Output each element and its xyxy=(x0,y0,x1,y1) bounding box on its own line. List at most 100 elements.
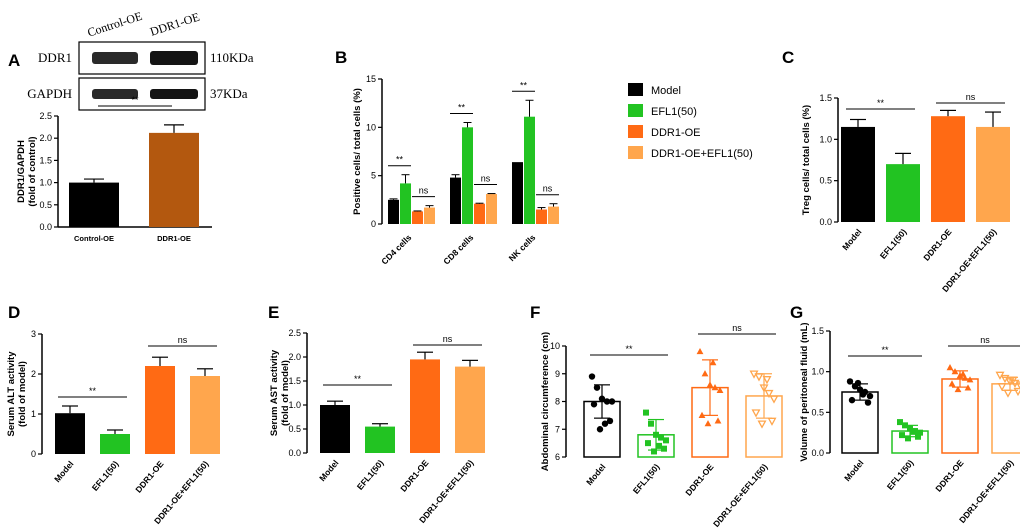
panel-A-ytick-label: 1.5 xyxy=(39,155,52,165)
point-F-Model xyxy=(601,420,609,427)
legend-swatch xyxy=(628,146,643,159)
panel-F-ylabel: Abdominal circumference (cm) xyxy=(540,332,551,471)
bar-D-EFL1(50) xyxy=(100,434,130,454)
bar-D-Model xyxy=(55,413,85,454)
xtick-label-G: DDR1-OE+EFL1(50) xyxy=(957,458,1016,525)
panel-A-ylabel: (fold of control) xyxy=(27,136,38,206)
bar-B-DDR1-OE+EFL1(50)-NK cells xyxy=(548,206,559,224)
point-F-Model xyxy=(593,384,601,391)
point-G-DDR1-OE+EFL1(50) xyxy=(1008,376,1018,385)
panel-A-ytick-label: 1.0 xyxy=(39,178,52,188)
point-G-EFL1(50) xyxy=(910,428,916,435)
panel-letter-A: A xyxy=(8,51,20,70)
xtick-label-B: NK cells xyxy=(507,232,538,263)
bar-B-EFL1(50)-CD4 cells xyxy=(400,183,411,224)
point-F-DDR1-OE xyxy=(709,359,717,366)
point-G-EFL1(50) xyxy=(905,435,911,442)
point-G-DDR1-OE+EFL1(50) xyxy=(997,383,1007,392)
point-F-EFL1(50) xyxy=(653,431,659,438)
point-G-DDR1-OE xyxy=(951,368,959,375)
sig-C-1-label: ** xyxy=(877,98,885,108)
panel-A-ytick-label: 2.0 xyxy=(39,133,52,143)
xtick-label-D: EFL1(50) xyxy=(90,459,121,493)
panel-A-ylabel: DDR1/GAPDH xyxy=(16,140,27,203)
panel-E-ytick-label: 1.0 xyxy=(288,400,301,410)
legend-label: EFL1(50) xyxy=(651,106,697,118)
bar-B-Model-CD4 cells xyxy=(388,199,399,224)
point-F-Model xyxy=(608,398,616,405)
xtick-label-C: DDR1-OE xyxy=(921,227,953,263)
point-F-DDR1-OE xyxy=(696,347,704,355)
blot-protein-label: GAPDH xyxy=(27,86,72,101)
point-G-DDR1-OE xyxy=(954,385,962,393)
point-F-EFL1(50) xyxy=(658,434,664,441)
point-F-DDR1-OE xyxy=(698,411,706,418)
bar-E-DDR1-OE+EFL1(50) xyxy=(455,366,485,453)
panel-D-ylabel: Serum ALT activity xyxy=(6,351,17,437)
point-G-DDR1-OE xyxy=(959,370,967,377)
point-F-Model xyxy=(598,395,606,402)
panel-D-ylabel: (fold of model) xyxy=(17,361,28,427)
blot-lane-label: Control-OE xyxy=(86,9,144,40)
panel-C-ylabel: Treg cells/ total cells (%) xyxy=(801,105,812,215)
bar-D-DDR1-OE xyxy=(145,366,175,454)
panel-B-ytick-label: 0 xyxy=(371,219,376,229)
panel-C-ytick-label: 0.5 xyxy=(819,176,832,186)
sig-F-2-label: ns xyxy=(732,323,742,333)
panel-B-ylabel: Positive cells/ total cells (%) xyxy=(352,88,363,215)
xtick-label-D: DDR1-OE xyxy=(133,459,165,495)
bar-G-Model xyxy=(841,391,879,454)
sig-E-2-label: ns xyxy=(443,334,453,344)
panel-E-ylabel: (fold of model) xyxy=(280,360,291,426)
point-G-Model xyxy=(846,378,854,385)
legend-label: Model xyxy=(651,85,681,97)
blot-protein-label: DDR1 xyxy=(38,50,72,65)
bar-C-DDR1-OE xyxy=(931,116,965,222)
panel-E-ytick-label: 2.0 xyxy=(288,352,301,362)
point-G-EFL1(50) xyxy=(917,429,923,436)
bar-B-EFL1(50)-NK cells xyxy=(524,116,535,224)
panel-D-ytick-label: 2 xyxy=(31,369,36,379)
panel-B-ytick-label: 15 xyxy=(366,74,376,84)
panel-E-ytick-label: 0.5 xyxy=(288,424,301,434)
blot-lane-label: DDR1-OE xyxy=(148,10,201,39)
panel-F-ytick-label: 9 xyxy=(555,369,560,379)
point-F-EFL1(50) xyxy=(656,442,662,449)
panel-D-ytick-label: 0 xyxy=(31,449,36,459)
bar-D-DDR1-OE+EFL1(50) xyxy=(190,376,220,454)
xtick-label-F: Model xyxy=(584,462,607,487)
sig-C-2-label: ns xyxy=(966,92,976,102)
point-G-EFL1(50) xyxy=(897,419,903,426)
panel-letter-F: F xyxy=(530,303,540,322)
panel-letter-C: C xyxy=(782,48,794,67)
sig-F-1-label: ** xyxy=(625,344,633,354)
blot-band xyxy=(92,52,138,64)
sig-D-2-label: ns xyxy=(178,335,188,345)
panel-D-ytick-label: 3 xyxy=(31,329,36,339)
panel-letter-B: B xyxy=(335,48,347,67)
xtick-label-B: CD4 cells xyxy=(379,232,413,266)
point-G-Model xyxy=(856,386,864,393)
point-G-Model xyxy=(854,379,862,387)
xtick-label-F: DDR1-OE+EFL1(50) xyxy=(711,462,770,529)
legend-label: DDR1-OE xyxy=(651,127,701,139)
point-G-DDR1-OE xyxy=(956,372,964,379)
sig-B-label: ** xyxy=(458,103,466,113)
point-F-DDR1-OE+EFL1(50) xyxy=(769,395,779,404)
sig-E-1-label: ** xyxy=(354,374,362,384)
point-G-EFL1(50) xyxy=(899,432,905,439)
sig-G-1-label: ** xyxy=(881,345,889,355)
sig-D-1-label: ** xyxy=(89,386,97,396)
point-F-Model xyxy=(596,426,604,433)
bar-B-DDR1-OE-NK cells xyxy=(536,209,547,224)
point-G-Model xyxy=(864,399,872,406)
sig-A-label: ** xyxy=(131,95,139,105)
bar-E-EFL1(50) xyxy=(365,426,395,453)
point-F-DDR1-OE+EFL1(50) xyxy=(751,409,761,418)
xtick-label-E: EFL1(50) xyxy=(355,458,386,492)
point-F-EFL1(50) xyxy=(648,420,654,427)
point-G-DDR1-OE xyxy=(966,376,974,383)
point-F-DDR1-OE+EFL1(50) xyxy=(762,376,772,385)
point-F-EFL1(50) xyxy=(645,440,651,447)
